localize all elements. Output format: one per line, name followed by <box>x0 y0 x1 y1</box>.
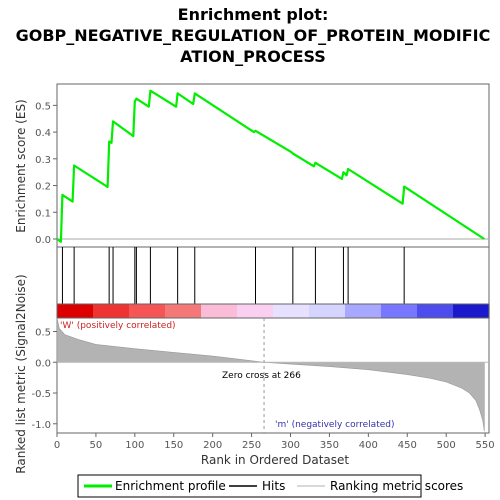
x-tick-label-5: 250 <box>242 440 261 451</box>
ranking-metric-fill <box>56 317 485 432</box>
x-tick-label-3: 150 <box>164 440 183 451</box>
es-y-tick-label-2: 0.2 <box>35 182 51 193</box>
colorbar-segment-3 <box>165 304 202 318</box>
legend: Enrichment profile Hits Ranking metric s… <box>77 474 463 498</box>
metric-y-tick-label-0: -1.0 <box>31 420 51 431</box>
colorbar-frame <box>56 303 490 319</box>
zero-cross-label: Zero cross at 266 <box>222 371 301 381</box>
x-tick-label-0: 0 <box>54 440 60 451</box>
colorbar-segment-9 <box>381 304 418 318</box>
negative-label: 'm' (negatively correlated) <box>275 420 394 430</box>
es-y-tick-label-3: 0.3 <box>35 155 51 166</box>
chart-title: Enrichment plot: GOBP_NEGATIVE_REGULATIO… <box>16 5 491 66</box>
x-tick-label-7: 350 <box>320 440 339 451</box>
x-tick-label-1: 50 <box>90 440 103 451</box>
colorbar-segment-10 <box>417 304 454 318</box>
hit-markers <box>61 247 405 304</box>
colorbar-segment-4 <box>201 304 238 318</box>
hits-panel <box>56 246 490 305</box>
x-tick-label-9: 450 <box>398 440 417 451</box>
ranking-metric-area <box>56 317 489 433</box>
legend-hits-label: Hits <box>262 479 285 493</box>
colorbar-segment-7 <box>309 304 346 318</box>
es-y-tick-label-1: 0.1 <box>35 208 51 219</box>
y-axis-label-bottom: Ranked list metric (Signal2Noise) <box>14 274 28 473</box>
legend-es-label: Enrichment profile <box>115 479 226 493</box>
colorbar-segment-5 <box>237 304 274 318</box>
x-tick-label-10: 500 <box>437 440 456 451</box>
title-line-2: GOBP_NEGATIVE_REGULATION_OF_PROTEIN_MODI… <box>16 26 491 45</box>
colorbar-segment-11 <box>453 304 490 318</box>
x-axis-label: Rank in Ordered Dataset <box>201 453 349 467</box>
x-tick-label-11: 550 <box>476 440 495 451</box>
title-line-3: ATION_PROCESS <box>180 47 326 66</box>
x-tick-label-8: 400 <box>359 440 378 451</box>
metric-y-tick-label-2: 0.0 <box>35 358 51 369</box>
es-panel <box>56 83 490 248</box>
colorbar-segment-8 <box>345 304 382 318</box>
enrichment-profile-line <box>56 89 485 243</box>
colorbar-segment-0 <box>57 304 94 318</box>
colorbar-segment-2 <box>129 304 166 318</box>
x-tick-label-2: 100 <box>125 440 144 451</box>
metric-y-tick-label-3: 0.5 <box>35 328 51 339</box>
x-tick-label-6: 300 <box>281 440 300 451</box>
es-y-tick-label-5: 0.5 <box>35 101 51 112</box>
title-line-1: Enrichment plot: <box>178 5 329 24</box>
es-series-line <box>56 89 485 243</box>
x-tick-label-4: 200 <box>203 440 222 451</box>
es-y-tick-label-4: 0.4 <box>35 128 51 139</box>
positive-label: 'W' (positively correlated) <box>60 321 176 331</box>
es-y-tick-label-0: 0.0 <box>35 235 51 246</box>
colorbar-segment-1 <box>93 304 130 318</box>
y-axis-label-top: Enrichment score (ES) <box>14 99 28 232</box>
ranking-colorbar <box>56 303 490 319</box>
axis-ticks: 0 50 100 150 200 250 300 350 400 450 500 550 0.0 0.1 0… <box>31 101 494 451</box>
legend-metric-label: Ranking metric scores <box>330 479 463 493</box>
metric-y-tick-label-1: -0.5 <box>31 389 51 400</box>
colorbar-segment-6 <box>273 304 310 318</box>
